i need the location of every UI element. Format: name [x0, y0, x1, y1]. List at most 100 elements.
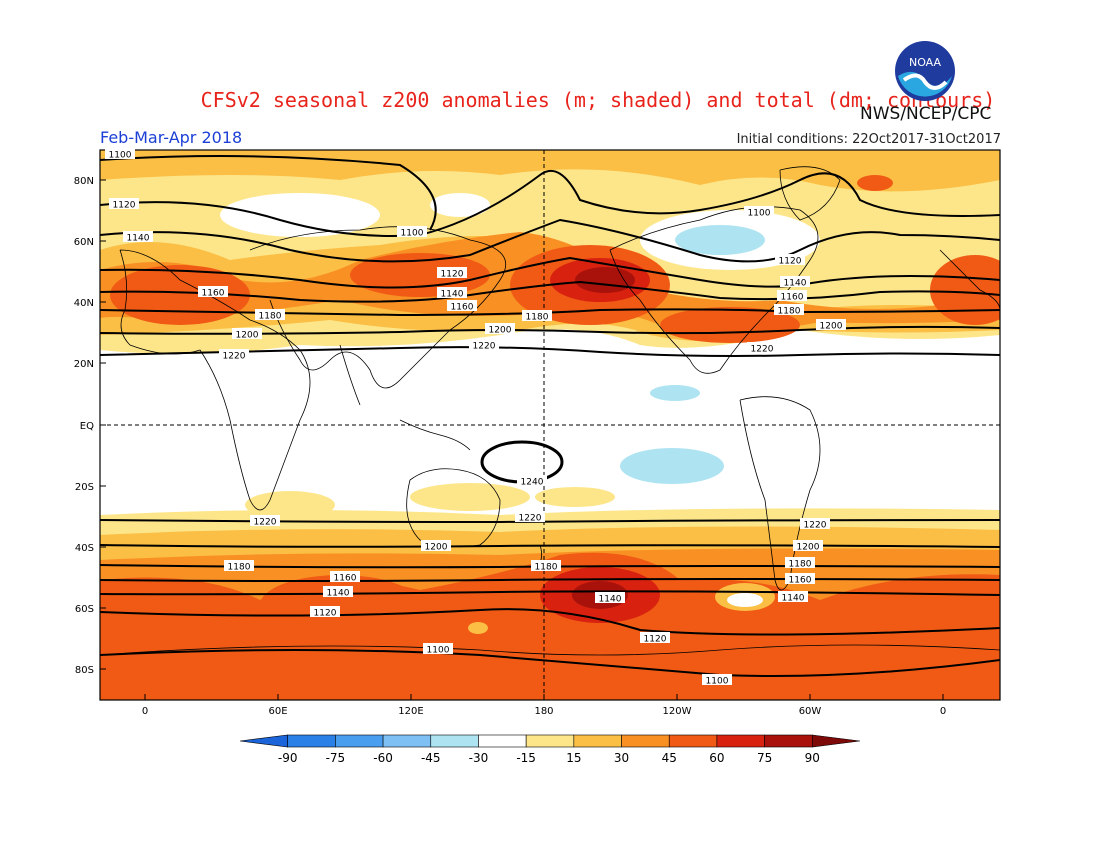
contour-label: 1140: [599, 595, 622, 605]
contour-label: 1220: [254, 518, 277, 528]
contour-label: 1220: [473, 342, 496, 352]
lon-label: 60W: [799, 706, 822, 717]
contour-label: 1180: [535, 563, 558, 573]
contour-label: 1140: [327, 589, 350, 599]
lat-label: EQ: [80, 421, 94, 432]
contour-label-bg: [437, 287, 467, 298]
colorbar-swatch: [335, 734, 384, 748]
colorbar-label: -15: [516, 751, 536, 765]
contour-label-bg: [232, 328, 262, 339]
colorbar-swatch: [764, 734, 813, 748]
lat-label: 80N: [74, 176, 94, 187]
contour-label-bg: [437, 267, 467, 278]
contour-label: 1120: [441, 270, 464, 280]
lat-axis: 80N 60N 40N 20N EQ 20S 40S 60S 80S: [74, 176, 106, 676]
contour-label: 1120: [644, 635, 667, 645]
colorbar-swatch: [668, 734, 718, 748]
noaa-logo-icon: NOAA: [895, 41, 955, 101]
colorbar-label: -30: [469, 751, 489, 765]
contour-label: 1100: [427, 646, 450, 656]
colorbar-swatch: [478, 734, 527, 748]
colorbar-label: 75: [757, 751, 772, 765]
contour-label: 1160: [789, 576, 812, 586]
initial-conditions-label: Initial conditions: 22Oct2017-31Oct2017: [736, 132, 1001, 147]
contour-label-bg: [793, 540, 823, 551]
colorbar-swatch: [287, 734, 336, 748]
lon-label: 120W: [663, 706, 692, 717]
season-label: Feb-Mar-Apr 2018: [100, 128, 243, 147]
contour-label-bg: [531, 560, 561, 571]
chart-title: CFSv2 seasonal z200 anomalies (m; shaded…: [200, 88, 996, 112]
lon-label: 120E: [398, 706, 423, 717]
contour-label: 1120: [314, 609, 337, 619]
contour-label: 1100: [401, 229, 424, 239]
contour-label-bg: [800, 518, 830, 529]
contour-label: 1160: [451, 303, 474, 313]
lat-label: 40S: [75, 543, 94, 554]
logo-text: NOAA: [909, 56, 942, 69]
colorbar-swatch: [621, 734, 670, 748]
contour-label: 1180: [778, 307, 801, 317]
contour-label-bg: [310, 606, 340, 617]
contour-label: 1220: [804, 521, 827, 531]
contour-label-bg: [777, 290, 807, 301]
lon-label: 0: [940, 706, 946, 717]
lat-label: 80S: [75, 665, 94, 676]
colorbar-label: -75: [326, 751, 346, 765]
colorbar-swatch: [382, 734, 432, 748]
colorbar-arrow-low: [239, 734, 288, 748]
colorbar-label: 45: [662, 751, 677, 765]
contour-label: 1140: [127, 234, 150, 244]
contour-label-bg: [785, 557, 815, 568]
colorbar-label: 30: [614, 751, 629, 765]
colorbar-swatch: [716, 734, 765, 748]
contour-label: 1220: [519, 514, 542, 524]
colorbar-label: 15: [566, 751, 581, 765]
contour-label-bg: [640, 632, 670, 643]
contour-label: 1100: [109, 151, 132, 161]
colorbar-label: -90: [278, 751, 298, 765]
colorbar-swatch: [430, 734, 479, 748]
lon-label: 60E: [268, 706, 287, 717]
contour-label: 1200: [820, 322, 843, 332]
contour-label: 1120: [779, 257, 802, 267]
contour-label-bg: [485, 323, 515, 334]
contour-label-bg: [517, 475, 547, 486]
contour-label: 1160: [334, 574, 357, 584]
contour-label-bg: [330, 571, 360, 582]
colorbar-label: -60: [373, 751, 393, 765]
contour-label-bg: [250, 515, 280, 526]
contour-label-bg: [123, 231, 153, 242]
contour-label-bg: [816, 319, 846, 330]
contour-label: 1200: [489, 326, 512, 336]
contour-label-bg: [747, 342, 777, 353]
colorbar-arrow-high: [812, 734, 861, 748]
contour-label: 1200: [236, 331, 259, 341]
contour-label: 1200: [797, 543, 820, 553]
contour-label: 1220: [751, 345, 774, 355]
lon-axis: 0 60E 120E 180 120W 60W 0: [142, 694, 946, 717]
contour-label: 1160: [202, 289, 225, 299]
contour-label-bg: [421, 540, 451, 551]
contour-label-bg: [255, 309, 285, 320]
contour-label-bg: [109, 198, 139, 209]
contour-label-bg: [702, 674, 732, 685]
contour-label: 1100: [748, 209, 771, 219]
contour-label: 1180: [526, 313, 549, 323]
contour-label-bg: [105, 148, 135, 159]
contour-label: 1180: [228, 563, 251, 573]
contour-label: 1140: [782, 594, 805, 604]
contour-label: 1220: [223, 352, 246, 362]
contour-label-bg: [595, 592, 625, 603]
contour-label-bg: [219, 349, 249, 360]
contour-label: 1100: [706, 677, 729, 687]
contour-labels: 1100 1120 1140 1160 1180 1200 1220 1100 1120 1140…: [105, 148, 846, 687]
contour-label-bg: [198, 286, 228, 297]
contour-label-bg: [775, 254, 805, 265]
contour-label-bg: [780, 276, 810, 287]
contour-label: 1140: [784, 279, 807, 289]
lon-label: 180: [534, 706, 553, 717]
contour-label: 1240: [521, 478, 544, 488]
lat-label: 20S: [75, 482, 94, 493]
